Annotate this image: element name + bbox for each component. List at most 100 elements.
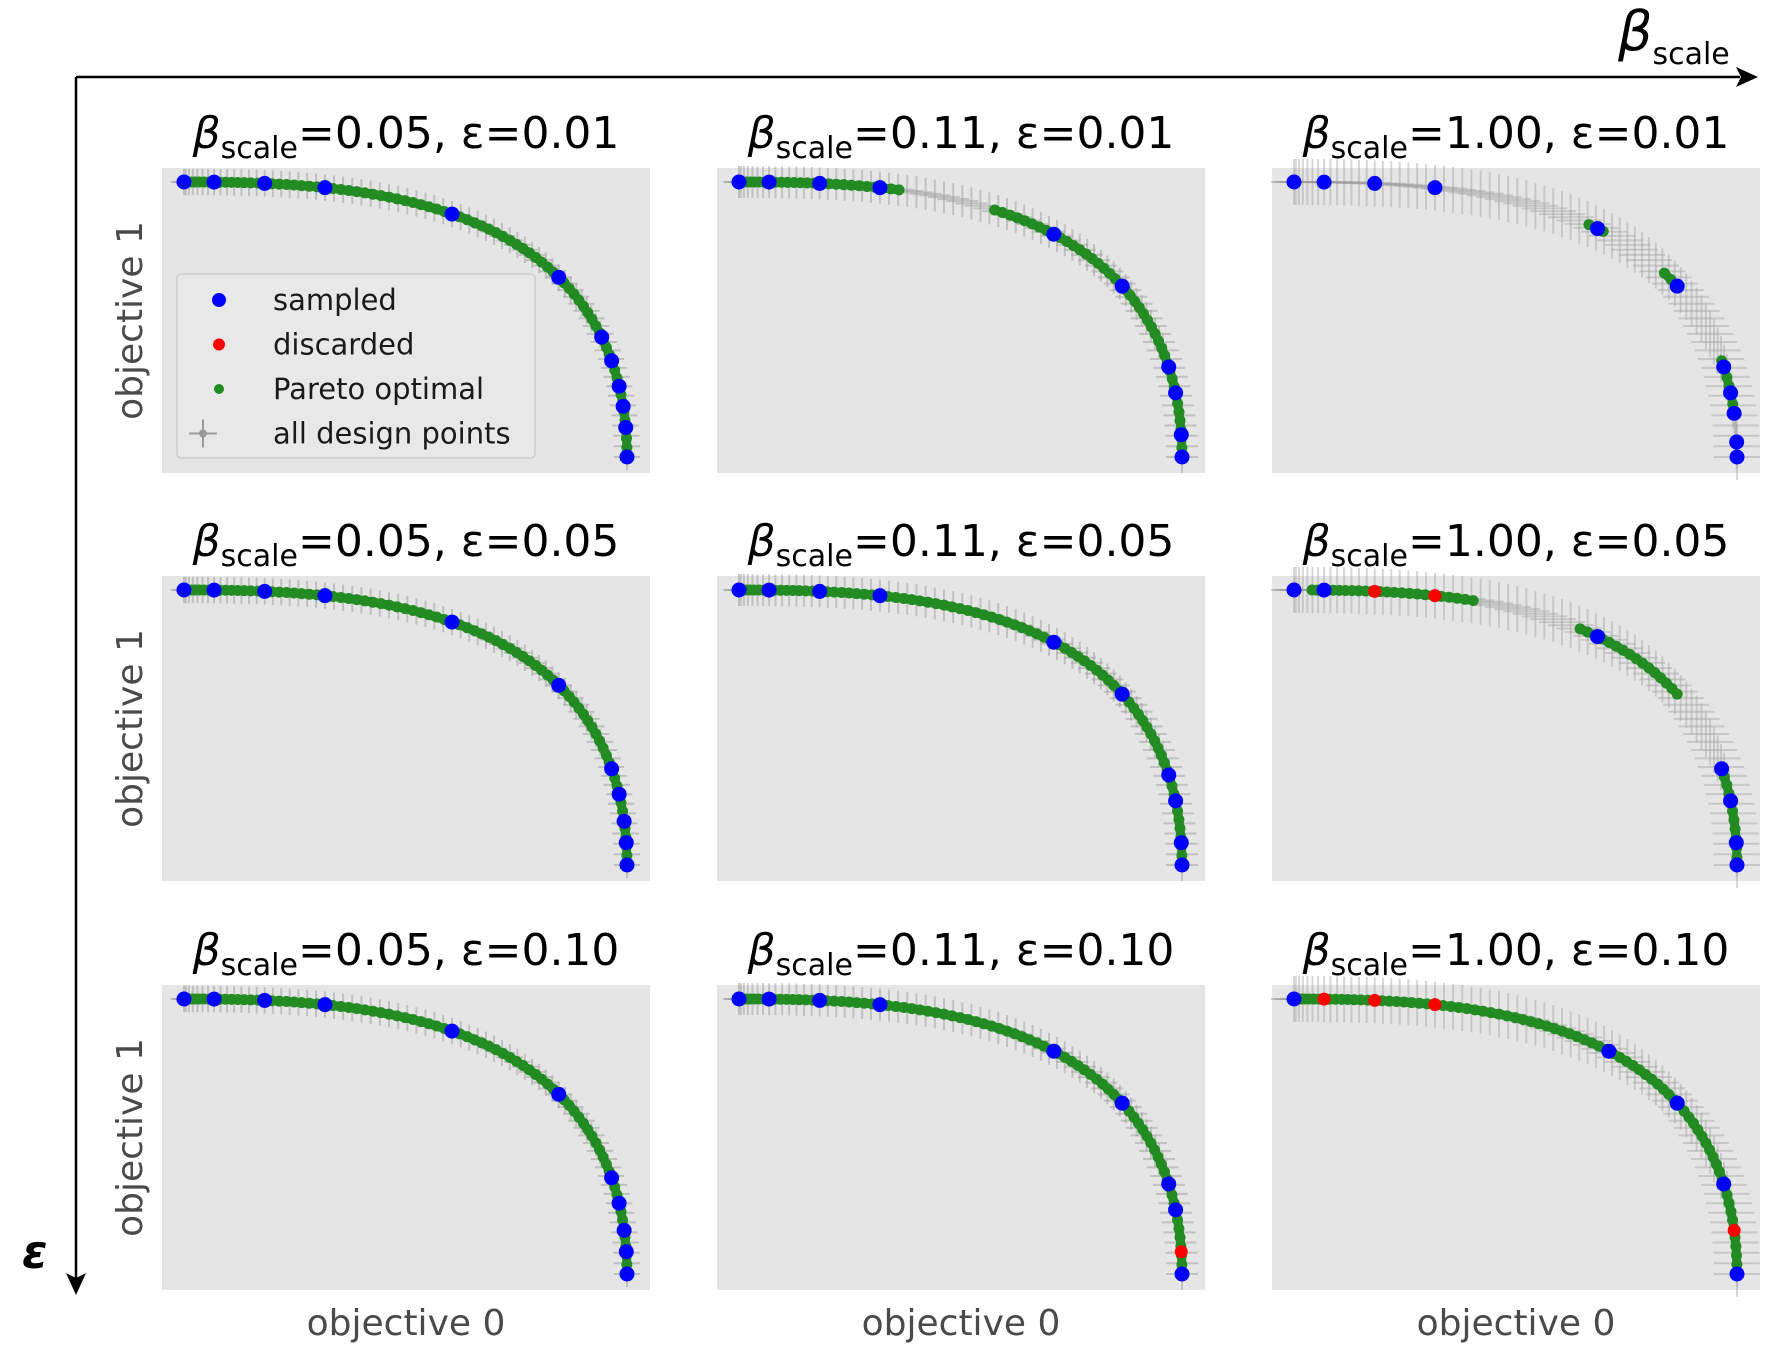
sampled-point — [1367, 175, 1383, 191]
sampled-point — [872, 997, 888, 1013]
sampled-point — [618, 419, 634, 435]
design-points-legend-marker — [199, 429, 207, 438]
sampled-point — [1168, 1202, 1184, 1218]
sampled-point — [1723, 385, 1739, 401]
epsilon-axis-arrowhead — [66, 1273, 86, 1295]
sampled-point — [551, 1086, 567, 1102]
panel-r0-c0: βscale=0.05, ε=0.01 objective 1 sampled dis… — [110, 108, 650, 473]
legend-entry-label: Pareto optimal — [273, 372, 484, 406]
sampled-point — [1316, 582, 1332, 598]
panel-r2-c2: βscale=1.00, ε=0.10 objective 0 — [1271, 925, 1760, 1344]
sampled-point — [1046, 226, 1062, 242]
sampled-point — [1046, 1043, 1062, 1059]
pareto-point — [1723, 1197, 1735, 1209]
discarded-point — [1368, 993, 1382, 1007]
panel-background — [162, 576, 650, 881]
sampled-point — [604, 353, 620, 369]
sampled-point — [317, 588, 333, 604]
discarded-point — [1428, 998, 1442, 1012]
sampled-point — [1046, 634, 1062, 650]
pareto-point — [906, 1003, 918, 1015]
sampled-point — [604, 1170, 620, 1186]
panel-title-values: =0.11, ε=0.01 — [853, 108, 1174, 159]
sampled-point — [444, 206, 460, 222]
panel-title-subscript: scale — [776, 539, 853, 574]
pareto-point — [890, 1000, 902, 1012]
pareto-point — [1459, 593, 1471, 605]
legend: sampled discarded Pareto optimal all design… — [176, 273, 536, 459]
pareto-point — [343, 1002, 355, 1014]
pareto-point — [335, 1000, 347, 1012]
sampled-point — [616, 1222, 632, 1238]
sampled-point — [1173, 427, 1189, 443]
pareto-point — [853, 180, 865, 192]
pareto-point — [893, 184, 905, 196]
pareto-point — [906, 594, 918, 606]
pareto-point — [1461, 1003, 1473, 1015]
sampled-point — [444, 614, 460, 630]
discarded-point — [1317, 992, 1331, 1006]
sampled-point — [1174, 1266, 1190, 1282]
sampled-point — [872, 588, 888, 604]
sampled-point — [1729, 1266, 1745, 1282]
pareto-point — [885, 183, 897, 195]
x-axis-label: objective 0 — [862, 1303, 1061, 1344]
pareto-point — [1453, 1002, 1465, 1014]
pareto-point — [1173, 814, 1185, 826]
panel-title-symbol: β — [747, 108, 776, 159]
sampled-point — [615, 398, 631, 414]
pareto-point — [1419, 589, 1431, 601]
pareto-point — [1443, 591, 1455, 603]
sampled-point — [611, 786, 627, 802]
sampled-point — [619, 449, 635, 465]
beta-axis-arrowhead — [1736, 67, 1758, 87]
sampled-point — [1669, 278, 1685, 294]
panel-title: βscale=1.00, ε=0.10 — [1302, 925, 1730, 983]
sampled-point — [1726, 405, 1742, 421]
panel-title-symbol: β — [1302, 925, 1331, 976]
sampled-point — [551, 677, 567, 693]
panel-title-values: =1.00, ε=0.05 — [1408, 516, 1729, 567]
sampled-point — [761, 991, 777, 1007]
sampled-point — [1669, 1095, 1685, 1111]
pareto-point — [1671, 688, 1683, 700]
legend-entry-label: sampled — [273, 283, 397, 317]
sampled-point — [551, 269, 567, 285]
pareto-point — [1725, 1205, 1737, 1217]
x-axis-label: objective 0 — [307, 1303, 506, 1344]
panel-title: βscale=0.11, ε=0.01 — [747, 108, 1175, 166]
pareto-point — [890, 591, 902, 603]
legend-entry-label: discarded — [273, 328, 414, 362]
sampled-point — [1590, 221, 1606, 237]
beta-axis-label: βscale — [1617, 0, 1730, 72]
pareto-point — [1173, 1223, 1185, 1235]
sampled-point — [1316, 174, 1332, 190]
pareto-points — [1288, 993, 1743, 1280]
sampled-point — [257, 583, 273, 599]
beta-axis-symbol: β — [1617, 0, 1652, 63]
pareto-point — [617, 1214, 629, 1226]
panel-r2-c1: βscale=0.11, ε=0.10 objective 0 — [717, 925, 1205, 1344]
pareto-point — [1727, 1214, 1739, 1226]
sampled-point — [1168, 793, 1184, 809]
sampled-point — [604, 761, 620, 777]
sampled-point — [812, 175, 828, 191]
sampled-point — [619, 1266, 635, 1282]
pareto-point — [1172, 397, 1184, 409]
pareto-point — [1729, 823, 1741, 835]
panel-background — [717, 168, 1205, 473]
sampled-point — [731, 991, 747, 1007]
beta-axis-subscript: scale — [1652, 37, 1729, 72]
pareto-point — [1174, 415, 1186, 427]
panel-r1-c0: βscale=0.05, ε=0.05 objective 1 — [110, 516, 650, 881]
sampled-point — [1729, 857, 1745, 873]
discarded-point — [1368, 584, 1382, 598]
pareto-point — [1467, 595, 1479, 607]
pareto-point — [1731, 1249, 1743, 1261]
panel-title-symbol: β — [1302, 516, 1331, 567]
panel-title: βscale=0.11, ε=0.10 — [747, 925, 1175, 983]
sampled-point — [1286, 991, 1302, 1007]
pareto-point — [898, 593, 910, 605]
legend-marker — [212, 293, 226, 307]
